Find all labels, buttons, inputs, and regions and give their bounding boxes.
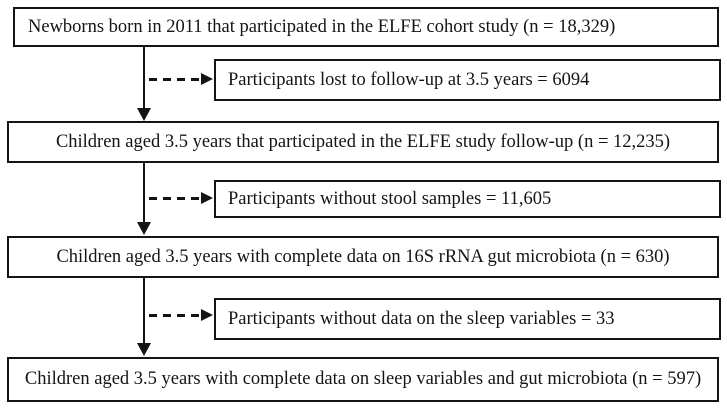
dashed-line-icon-1: [149, 77, 201, 81]
flow-box-final-sample: Children aged 3.5 years with complete da…: [7, 357, 719, 402]
dashed-line-icon-2: [149, 196, 201, 200]
dashed-arrow-1: [149, 73, 213, 85]
down-arrow-head-icon-2: [137, 222, 151, 235]
dashed-arrow-3: [149, 309, 213, 321]
exclusion-box-no-stool-samples: Participants without stool samples = 11,…: [214, 180, 721, 218]
exclusion-box-no-sleep-data: Participants without data on the sleep v…: [214, 298, 721, 340]
down-arrow-head-icon-3: [137, 343, 151, 356]
flow-box-newborns-cohort: Newborns born in 2011 that participated …: [13, 7, 719, 47]
down-arrow-shaft-2: [143, 163, 145, 223]
exclusion-box-lost-followup: Participants lost to follow-up at 3.5 ye…: [214, 59, 721, 101]
down-arrow-shaft-3: [143, 278, 145, 344]
dashed-arrow-2: [149, 192, 213, 204]
right-arrow-head-icon-2: [201, 192, 213, 204]
flow-box-followup-children: Children aged 3.5 years that participate…: [7, 121, 719, 163]
down-arrow-shaft-1: [143, 47, 145, 109]
right-arrow-head-icon-1: [201, 73, 213, 85]
right-arrow-head-icon-3: [201, 309, 213, 321]
down-arrow-head-icon-1: [137, 108, 151, 121]
flow-box-microbiota-data: Children aged 3.5 years with complete da…: [7, 236, 719, 278]
dashed-line-icon-3: [149, 313, 201, 317]
